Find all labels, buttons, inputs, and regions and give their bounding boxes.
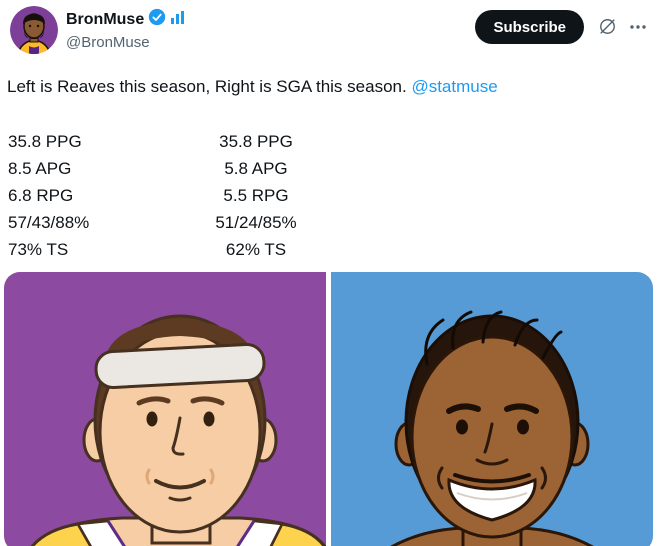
tweet-text: Left is Reaves this season, Right is SGA… xyxy=(7,76,637,98)
stat-line: 35.8 PPG xyxy=(8,132,82,151)
sga-illustration xyxy=(331,272,653,546)
stat-line: 51/24/85% xyxy=(215,213,297,232)
stat-line: 62% TS xyxy=(225,240,287,259)
stat-line: 57/43/88% xyxy=(8,213,90,232)
stats-column-right: 35.8 PPG 5.8 APG 5.5 RPG 51/24/85% 62% T… xyxy=(195,128,317,263)
stat-line: 5.5 RPG xyxy=(223,186,289,205)
stat-line: 5.8 APG xyxy=(224,159,288,178)
tweet-image[interactable] xyxy=(4,272,653,546)
verified-badge-icon xyxy=(148,8,166,31)
player-right-image[interactable] xyxy=(331,272,653,546)
tweet-text-body: Left is Reaves this season, Right is SGA… xyxy=(7,77,407,96)
stat-line: 35.8 PPG xyxy=(219,132,293,151)
stat-line: 8.5 APG xyxy=(8,159,72,178)
avatar-illustration xyxy=(10,6,58,54)
avatar[interactable] xyxy=(10,6,58,54)
reaves-illustration xyxy=(4,272,326,546)
player-left-image[interactable] xyxy=(4,272,326,546)
stat-line: 73% TS xyxy=(8,240,69,259)
stats-column-left: 35.8 PPG 8.5 APG 6.8 RPG 57/43/88% 73% T… xyxy=(8,128,89,263)
user-handle[interactable]: @BronMuse xyxy=(66,34,150,51)
display-name[interactable]: BronMuse xyxy=(66,10,145,28)
mention-link[interactable]: @statmuse xyxy=(411,77,498,96)
chart-bars-icon xyxy=(170,10,185,30)
stat-line: 6.8 RPG xyxy=(8,186,74,205)
grok-actions-icon[interactable] xyxy=(598,17,617,41)
more-icon[interactable] xyxy=(628,20,648,39)
subscribe-button[interactable]: Subscribe xyxy=(475,10,584,44)
